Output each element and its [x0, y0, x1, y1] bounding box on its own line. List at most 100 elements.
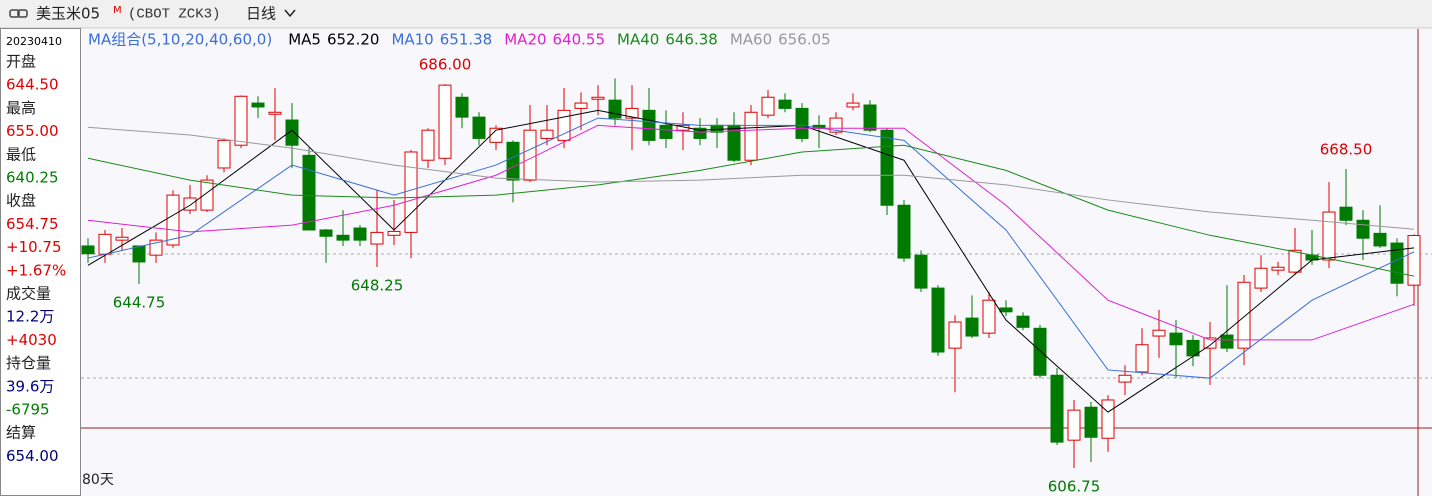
- candle-body: [693, 127, 707, 139]
- candle-body: [880, 129, 894, 206]
- legend-value: 651.38: [440, 31, 493, 49]
- span-label: 80天: [82, 472, 114, 488]
- period-selector[interactable]: 日线: [246, 5, 276, 23]
- candle-body: [234, 95, 248, 146]
- legend-name: MA5: [288, 31, 321, 49]
- candle-body: [302, 154, 316, 231]
- candle-body: [370, 231, 384, 245]
- instrument-code: (CBOT ZCK3): [128, 7, 220, 23]
- quote-item: 39.6万: [6, 377, 54, 395]
- legend: MA组合(5,10,20,40,60,0) MA5 652.20 MA10 651.38…: [88, 31, 831, 49]
- candle-body: [166, 194, 180, 246]
- candle-body: [1033, 327, 1047, 376]
- candle-body: [982, 299, 996, 334]
- candle-body: [948, 321, 962, 349]
- quote-item: 644.50: [6, 76, 59, 94]
- candle-body: [217, 139, 231, 169]
- candle-body: [285, 119, 299, 146]
- quote-item: 12.2万: [6, 308, 54, 326]
- link-icon[interactable]: [9, 9, 28, 18]
- ma-line: [87, 117, 1415, 379]
- candle-body: [200, 179, 214, 211]
- quote-item: 最低: [6, 145, 36, 163]
- candle-body: [1356, 219, 1370, 239]
- quote-item: 收盘: [6, 192, 36, 210]
- candle-body: [540, 129, 554, 139]
- candle-body: [897, 204, 911, 259]
- legend-title: MA组合(5,10,20,40,60,0): [88, 31, 272, 49]
- dropdown-arrow[interactable]: [284, 9, 296, 18]
- instrument-name: 美玉米05: [36, 5, 100, 23]
- legend-name: MA10: [391, 31, 433, 49]
- candle-body: [1220, 334, 1234, 349]
- candle-body: [98, 233, 112, 255]
- candle-body: [1339, 206, 1353, 221]
- extreme-label: 644.75: [113, 293, 166, 311]
- chart-area: [81, 29, 1432, 496]
- candle-body: [846, 102, 860, 108]
- extreme-label: 648.25: [351, 277, 404, 295]
- quote-item: +1.67%: [6, 261, 66, 279]
- candle-body: [863, 104, 877, 131]
- candle-body: [251, 102, 265, 108]
- quote-item: 655.00: [6, 122, 59, 140]
- candle-body: [353, 227, 367, 241]
- legend-value: 640.55: [553, 31, 606, 49]
- quote-item: 持仓量: [6, 354, 51, 372]
- candle-body: [1016, 315, 1030, 328]
- candle-body: [489, 127, 503, 143]
- candle-body: [1288, 249, 1302, 273]
- legend-value: 646.38: [665, 31, 718, 49]
- legend-name: MA40: [617, 31, 659, 49]
- candle-body: [438, 84, 452, 159]
- quote-item: 结算: [6, 424, 36, 442]
- candle-body: [1254, 267, 1268, 289]
- quote-item: 最高: [6, 99, 36, 117]
- candle-body: [1203, 337, 1217, 349]
- extreme-label: 686.00: [419, 56, 472, 74]
- candle-body: [455, 96, 469, 118]
- candle-body: [115, 236, 129, 241]
- candle-body: [608, 99, 622, 119]
- candle-body: [625, 107, 639, 119]
- candle-body: [1237, 281, 1251, 349]
- candle-body: [1271, 266, 1285, 271]
- candle-body: [1101, 399, 1115, 439]
- ma-line: [87, 126, 1415, 230]
- candle-body: [795, 107, 809, 139]
- candle-body: [1135, 344, 1149, 373]
- candle-body: [523, 129, 537, 181]
- quote-item: 640.25: [6, 169, 59, 187]
- candle-body: [931, 287, 945, 353]
- ma-line: [87, 144, 1415, 277]
- quote-item: 开盘: [6, 53, 36, 71]
- candle-body: [132, 245, 146, 263]
- quote-item: +10.75: [6, 238, 62, 256]
- candle-body: [659, 124, 673, 139]
- candle-body: [81, 245, 95, 255]
- toolbar: [0, 0, 1432, 28]
- candle-body: [914, 254, 928, 289]
- candle-body: [761, 96, 775, 116]
- ma-line: [87, 109, 1415, 413]
- candle-body: [1084, 406, 1098, 438]
- candle-body: [506, 141, 520, 181]
- candle-body: [999, 307, 1013, 313]
- candle-body: [1407, 235, 1421, 286]
- extreme-label: 606.75: [1048, 478, 1101, 496]
- quote-item: 654.75: [6, 215, 59, 233]
- quote-item: -6795: [6, 401, 50, 419]
- candle-body: [1322, 211, 1336, 261]
- candle-body: [591, 96, 605, 100]
- quote-item: 成交量: [6, 285, 51, 303]
- candle-body: [1152, 329, 1166, 337]
- extreme-label: 668.50: [1320, 140, 1373, 158]
- candle-body: [268, 111, 282, 115]
- candle-body: [965, 317, 979, 337]
- ma-line: [87, 124, 1415, 341]
- candle-body: [387, 230, 401, 236]
- quote-date: 20230410: [6, 35, 62, 48]
- quote-item: +4030: [6, 331, 57, 349]
- legend-name: MA60: [730, 31, 772, 49]
